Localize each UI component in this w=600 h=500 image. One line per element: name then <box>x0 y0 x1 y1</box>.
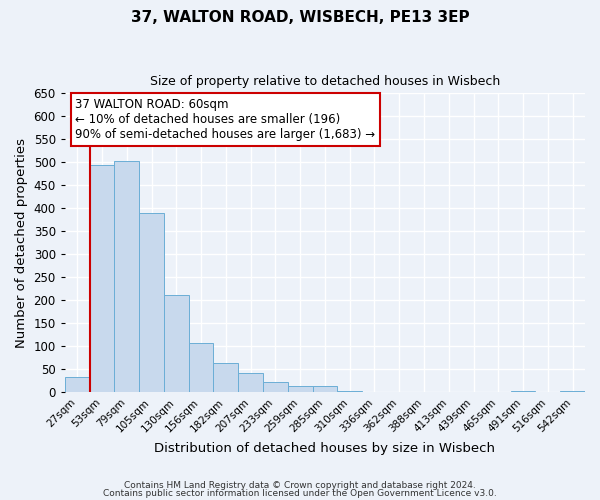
Bar <box>188 343 214 392</box>
Y-axis label: Number of detached properties: Number of detached properties <box>15 138 28 348</box>
Text: Contains HM Land Registry data © Crown copyright and database right 2024.: Contains HM Land Registry data © Crown c… <box>124 481 476 490</box>
Bar <box>214 364 238 392</box>
Bar <box>288 386 313 392</box>
Bar <box>164 296 188 392</box>
Bar <box>238 373 263 392</box>
Bar <box>115 161 139 392</box>
Bar <box>89 166 115 392</box>
X-axis label: Distribution of detached houses by size in Wisbech: Distribution of detached houses by size … <box>154 442 496 455</box>
Bar <box>263 382 288 392</box>
Bar <box>313 386 337 392</box>
Text: Contains public sector information licensed under the Open Government Licence v3: Contains public sector information licen… <box>103 488 497 498</box>
Bar <box>139 213 164 392</box>
Text: 37 WALTON ROAD: 60sqm
← 10% of detached houses are smaller (196)
90% of semi-det: 37 WALTON ROAD: 60sqm ← 10% of detached … <box>75 98 376 141</box>
Bar <box>65 377 89 392</box>
Text: 37, WALTON ROAD, WISBECH, PE13 3EP: 37, WALTON ROAD, WISBECH, PE13 3EP <box>131 10 469 25</box>
Title: Size of property relative to detached houses in Wisbech: Size of property relative to detached ho… <box>150 75 500 88</box>
